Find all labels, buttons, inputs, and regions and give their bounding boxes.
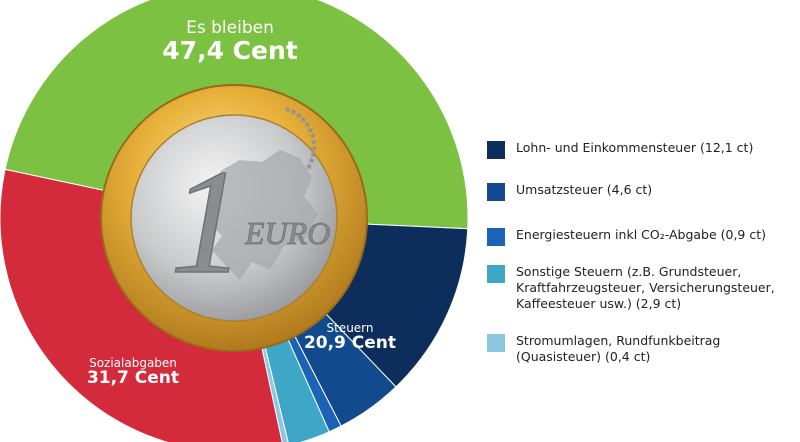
- label-taxes-title: Steuern: [326, 321, 374, 335]
- europe-map-shape: [206, 150, 318, 280]
- coin-euro-text: EURO: [244, 215, 330, 251]
- coin-star-icon: ★: [310, 138, 318, 148]
- legend-label: Sonstige Steuern (z.B. Grundsteuer, Kraf…: [516, 264, 775, 311]
- coin-star-icon: ★: [306, 126, 314, 136]
- legend-label: Umsatzsteuer (4,6 ct): [516, 182, 653, 197]
- coin-stars: ★★★★★★★★★★★★: [284, 105, 318, 172]
- coin-star-icon: ★: [308, 157, 316, 167]
- label-social-value: 31,7 Cent: [86, 367, 180, 388]
- coin-star-icon: ★: [299, 116, 307, 126]
- legend-item: Energiesteuern inkl CO₂-Abgabe (0,9 ct): [487, 227, 766, 246]
- coin-star-icon: ★: [309, 151, 317, 161]
- label-taxes: Steuern 20,9 Cent: [300, 322, 400, 352]
- label-remaining-value: 47,4 Cent: [162, 35, 298, 65]
- legend-swatch: [487, 334, 505, 352]
- coin-star-icon: ★: [289, 108, 297, 118]
- coin-star-icon: ★: [310, 144, 318, 154]
- coin-star-icon: ★: [295, 112, 303, 122]
- label-remaining: Es bleiben 47,4 Cent: [150, 18, 310, 65]
- legend-swatch: [487, 141, 505, 159]
- legend-label: Stromumlagen, Rundfunkbeitrag (Quasisteu…: [516, 333, 721, 364]
- label-social: Sozialabgaben 31,7 Cent: [78, 357, 188, 387]
- legend-item: Umsatzsteuer (4,6 ct): [487, 182, 652, 201]
- coin-star-icon: ★: [309, 132, 317, 142]
- coin-star-icon: ★: [303, 121, 311, 131]
- legend-swatch: [487, 265, 505, 283]
- legend-swatch: [487, 228, 505, 246]
- label-remaining-title: Es bleiben: [186, 18, 274, 38]
- legend-swatch: [487, 183, 505, 201]
- legend-label: Energiesteuern inkl CO₂-Abgabe (0,9 ct): [516, 227, 767, 242]
- legend-item: Lohn- und Einkommensteuer (12,1 ct): [487, 140, 753, 159]
- label-taxes-value: 20,9 Cent: [303, 332, 397, 353]
- legend-label: Lohn- und Einkommensteuer (12,1 ct): [516, 140, 754, 155]
- legend-item: Sonstige Steuern (z.B. Grundsteuer, Kraf…: [487, 264, 775, 312]
- legend-item: Stromumlagen, Rundfunkbeitrag (Quasisteu…: [487, 333, 720, 365]
- coin-star-icon: ★: [284, 105, 292, 115]
- coin-numeral: 1: [170, 139, 245, 305]
- coin-star-icon: ★: [305, 162, 313, 172]
- label-social-title: Sozialabgaben: [89, 356, 177, 370]
- euro-coin: ★★★★★★★★★★★★ 1 EURO: [100, 84, 368, 352]
